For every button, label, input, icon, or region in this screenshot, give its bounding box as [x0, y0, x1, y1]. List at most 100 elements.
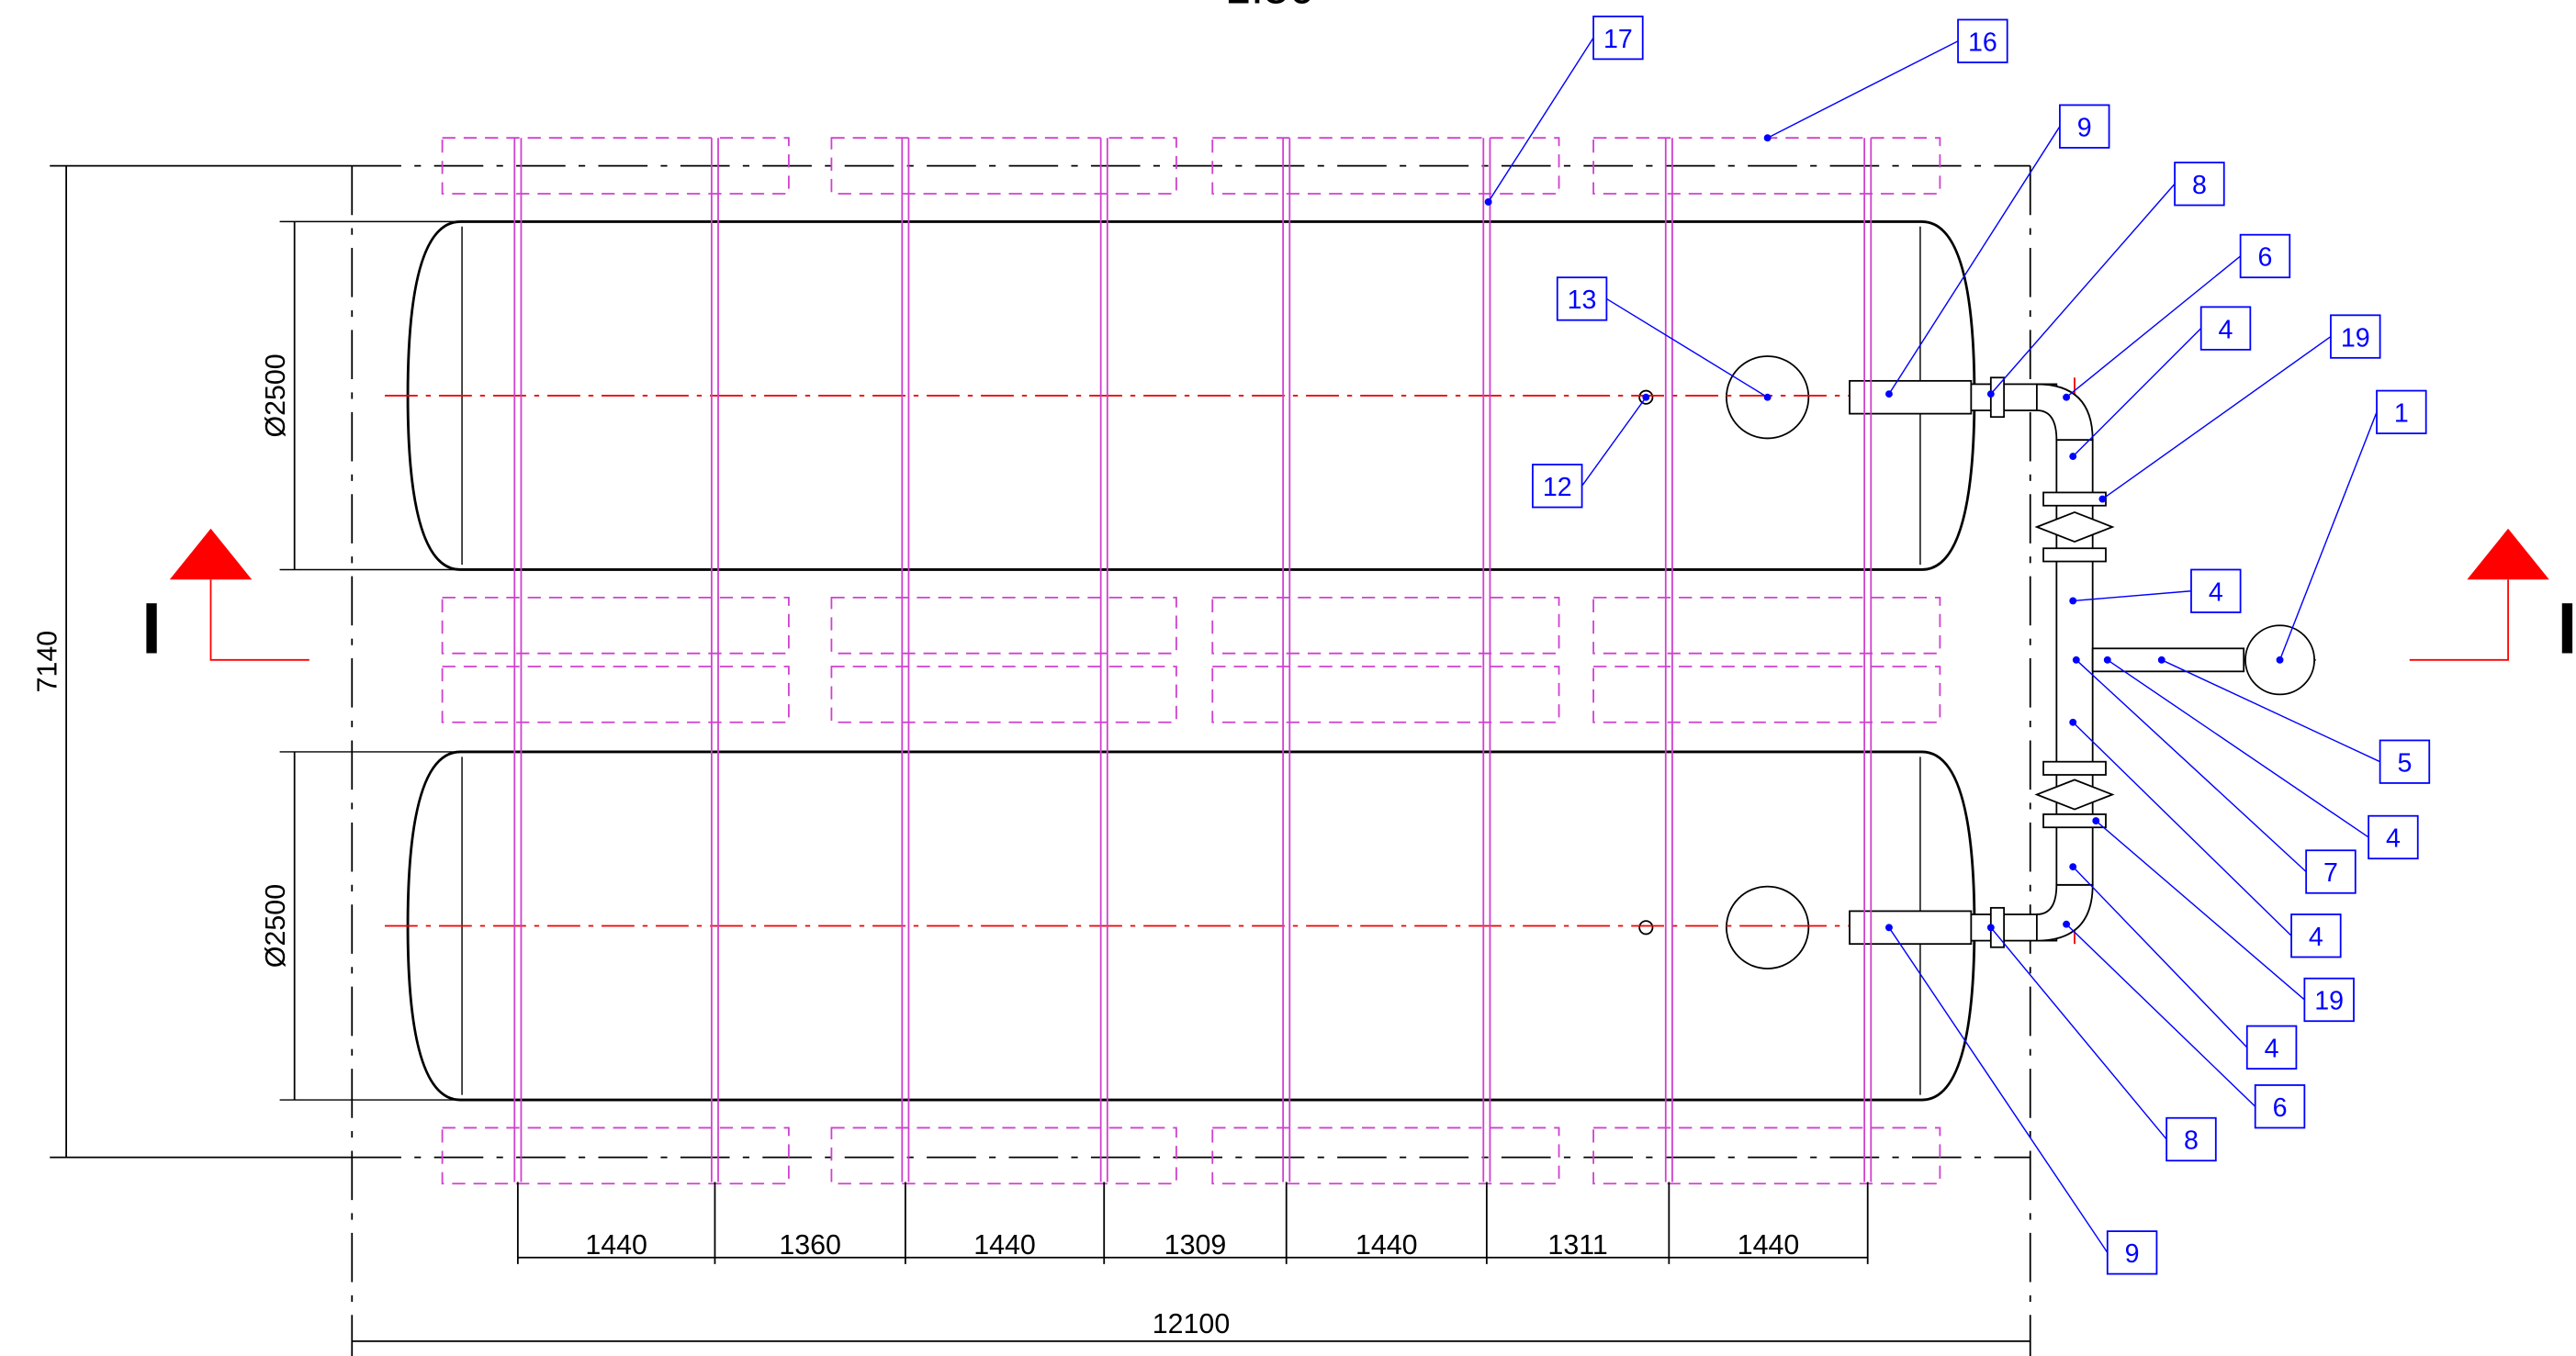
callout-box — [2059, 104, 2110, 149]
callout-label: 9 — [2125, 1239, 2140, 1269]
leader-dot — [1986, 390, 1995, 398]
callout-label: 9 — [2077, 113, 2092, 142]
diameter-dimension: Ø2500 — [260, 884, 291, 968]
callout-box — [2174, 162, 2225, 207]
section-mark: I — [2558, 588, 2576, 669]
callout-box — [2376, 389, 2427, 434]
leader-dot — [1642, 393, 1650, 401]
support-outline — [1592, 1126, 1941, 1185]
callout-label: 4 — [2265, 1035, 2279, 1064]
callout-label: 1 — [2394, 399, 2409, 429]
leader-dot — [2069, 597, 2077, 605]
scale-label: 1:50 — [1225, 0, 1314, 14]
leader-dot — [2069, 453, 2077, 461]
center-lines — [385, 377, 2316, 945]
leader-dot — [2069, 863, 2077, 871]
leader-line — [1488, 37, 1594, 203]
callout-box — [1556, 276, 1608, 321]
leader-line — [2065, 255, 2242, 398]
callout-box — [1592, 15, 1644, 61]
support-outline — [830, 137, 1177, 195]
section-marks: I I — [141, 528, 2576, 669]
callout-box — [1957, 18, 2008, 63]
support-outline — [830, 666, 1177, 723]
callout-label: 8 — [2184, 1126, 2199, 1156]
leader-line — [1580, 397, 1647, 487]
leader-dot — [2157, 656, 2165, 664]
dimension-lines — [65, 165, 2030, 1342]
callout-label: 4 — [2386, 824, 2401, 854]
callout-label: 7 — [2323, 858, 2338, 888]
callout-label: 4 — [2219, 315, 2233, 344]
leader-line — [2075, 659, 2307, 873]
leader-dot — [2072, 656, 2080, 664]
callout-box — [2290, 913, 2342, 958]
leader-dot — [1885, 390, 1893, 398]
callout-box — [2239, 233, 2291, 279]
callout-box — [2330, 314, 2381, 359]
callout-label: 8 — [2192, 171, 2207, 200]
support-outline — [441, 596, 790, 655]
support-outline — [441, 137, 790, 195]
spacing-dimension: 1440 — [1355, 1229, 1418, 1261]
leader-line — [2095, 820, 2305, 1001]
leader-dot — [1885, 924, 1893, 932]
spacing-dimension: 1311 — [1547, 1229, 1607, 1261]
leader-line — [1767, 40, 1959, 139]
leader-dot — [2063, 393, 2071, 401]
leader-dot — [1763, 134, 1772, 142]
callout-label: 6 — [2273, 1093, 2288, 1123]
spacing-dimension: 1440 — [973, 1229, 1036, 1261]
callout-label: 4 — [2309, 923, 2323, 952]
leader-line — [2102, 335, 2332, 500]
callout-box — [2190, 568, 2242, 613]
width-dimension: 7140 — [31, 631, 62, 693]
support-outline — [441, 666, 790, 723]
leader-line — [2072, 328, 2202, 457]
callout-label: 17 — [1603, 25, 1633, 54]
diameter-dimension: Ø2500 — [260, 353, 291, 437]
leader-line — [1888, 126, 2061, 395]
callout-label: 5 — [2397, 748, 2412, 778]
leader-line — [2072, 722, 2292, 936]
support-outline — [1592, 596, 1941, 655]
spacing-dimension: 1440 — [1738, 1229, 1800, 1261]
callout-label: 4 — [2209, 577, 2223, 607]
callout-label: 19 — [2341, 323, 2370, 353]
leader-dot — [1484, 198, 1492, 206]
leader-dot — [2092, 817, 2100, 825]
callout-box — [2106, 1230, 2158, 1275]
piping — [1849, 376, 2315, 948]
leader-line — [2073, 590, 2192, 602]
spacing-dimension: 1309 — [1164, 1229, 1227, 1261]
callout-label: 19 — [2314, 987, 2344, 1016]
support-outline — [1592, 666, 1941, 723]
leader-dot — [1763, 393, 1772, 401]
callout-label: 13 — [1568, 286, 1597, 315]
leader-dot — [2069, 718, 2077, 726]
leader-dot — [1986, 924, 1995, 932]
leader-line — [2161, 659, 2380, 763]
support-outline — [830, 1126, 1177, 1185]
callout-box — [2379, 739, 2431, 784]
callout-label: 16 — [1968, 28, 1997, 57]
support-outline — [1211, 137, 1560, 195]
leader-line — [2065, 924, 2256, 1107]
spacing-dimension: 1360 — [779, 1229, 841, 1261]
callout-box — [2254, 1084, 2306, 1129]
support-outline — [1211, 666, 1560, 723]
support-outline — [1211, 1126, 1560, 1185]
support-outline — [1211, 596, 1560, 655]
callout-box — [2165, 1116, 2217, 1162]
spacing-dimension: 1440 — [585, 1229, 647, 1261]
callout-box — [2199, 306, 2252, 351]
leader-line — [1606, 297, 1769, 398]
callout-box — [1532, 464, 1583, 509]
support-outline — [830, 596, 1177, 655]
length-dimension: 12100 — [1153, 1308, 1230, 1339]
leader-line — [2072, 866, 2248, 1048]
leader-dot — [2276, 656, 2284, 664]
callout-box — [2245, 1025, 2298, 1070]
leader-dot — [2098, 495, 2107, 503]
